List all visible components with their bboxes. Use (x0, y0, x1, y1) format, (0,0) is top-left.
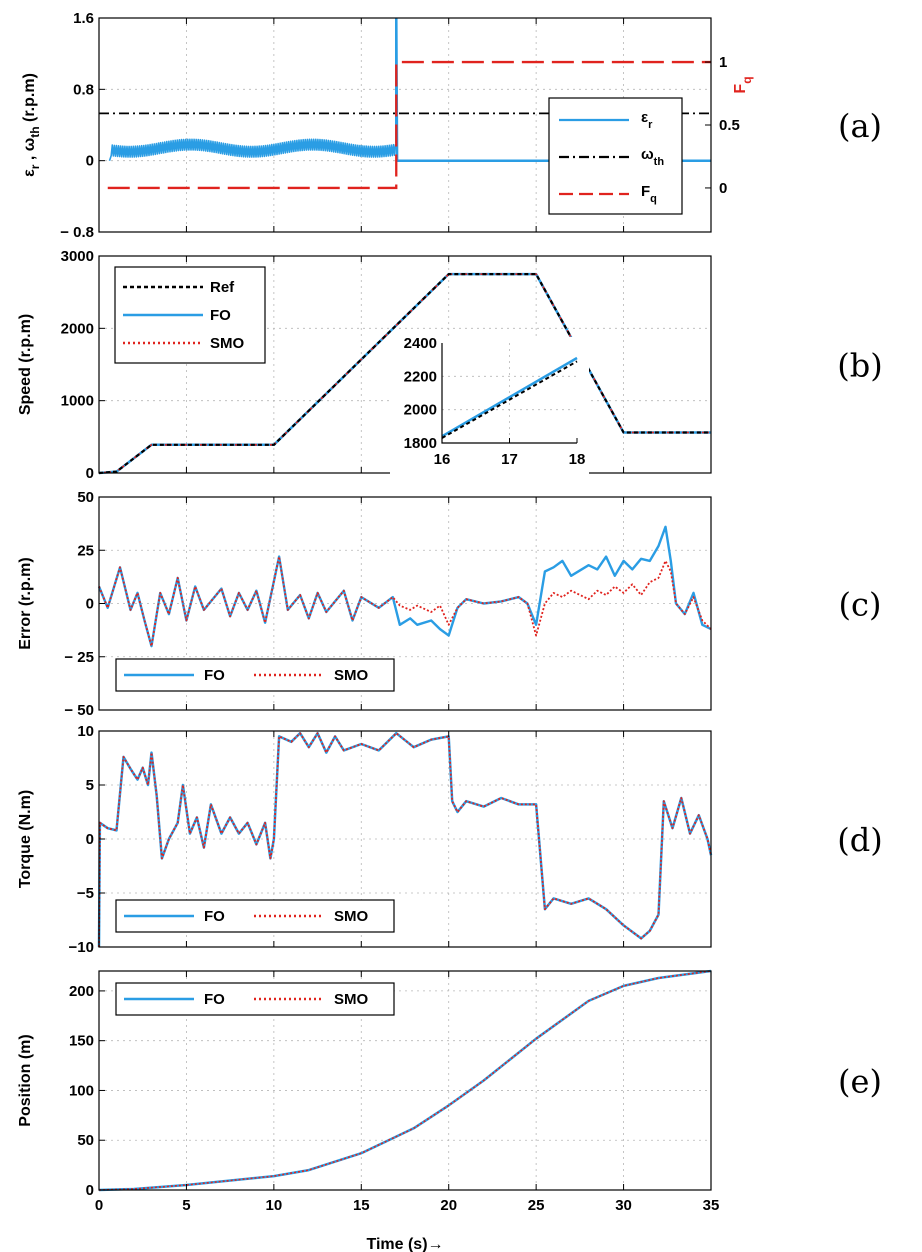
panel-c: 50 25 0 − 25 − 50 Error (r.p.m) FO SMO (c) (17, 489, 881, 719)
panel-c-y-tick-label: − 50 (64, 702, 94, 719)
panel-a-y-tick-label: − 0.8 (60, 224, 94, 241)
x-tick-label: 20 (440, 1197, 457, 1214)
panel-e-legend-label: SMO (334, 991, 369, 1008)
inset-y-tick-label: 2000 (404, 402, 437, 419)
right-y-axis-label-sub: q (740, 76, 754, 83)
series-fq (107, 60, 711, 190)
inset-y-tick-label: 2400 (404, 335, 437, 352)
legend-sub: th (654, 156, 665, 168)
inset-fo (441, 356, 578, 438)
panel-d: 10 5 0 −5 −10 Torque (N.m) FO SMO (d) (17, 723, 883, 956)
panel-c-y-tick-label: − 25 (64, 649, 94, 666)
right-y-tick-label: 0 (719, 180, 727, 197)
series-smo (98, 555, 712, 647)
panel-d-y-tick-label: 5 (86, 777, 94, 794)
series-ref (98, 273, 711, 475)
panel-e-panel-tag: (e) (838, 1063, 882, 1101)
panel-e-y-tick-label: 50 (77, 1132, 94, 1149)
inset-x-tick-label: 16 (434, 451, 451, 468)
panel-c-legend-label: FO (204, 667, 225, 684)
x-tick-label: 5 (182, 1197, 190, 1214)
panel-d-y-axis-label: Torque (N.m) (17, 790, 34, 888)
x-tick-label: 30 (615, 1197, 632, 1214)
legend-main: F (641, 183, 650, 200)
inset-x-tick-label: 18 (569, 451, 586, 468)
panel-c-panel-tag: (c) (839, 586, 882, 624)
panel-b: 3000 2000 1000 0 Speed (r.p.m) Ref FO SMO 2400 22… (17, 248, 883, 482)
ylabel-part: (r.p.m) (21, 73, 38, 126)
panel-a-y-tick-label: 0 (86, 153, 94, 170)
panel-d-y-tick-label: 10 (77, 723, 94, 740)
x-tick-label: 15 (353, 1197, 370, 1214)
x-tick-label: 25 (528, 1197, 545, 1214)
panel-d-y-tick-label: −10 (69, 939, 94, 956)
series-smo (98, 732, 712, 948)
panel-e-y-axis-label: Position (m) (17, 1034, 34, 1126)
inset-ref (441, 360, 578, 439)
panel-a-panel-tag: (a) (838, 107, 882, 145)
panel-b-y-tick-label: 2000 (61, 320, 94, 337)
panel-a-legend-label: εr (641, 109, 653, 131)
panel-a-y-tick-label: 1.6 (73, 10, 94, 27)
panel-e-y-tick-label: 200 (69, 983, 94, 1000)
panel-b-legend-label: Ref (210, 279, 235, 296)
panel-b-legend-label: FO (210, 307, 231, 324)
right-y-tick-label: 1 (719, 54, 727, 71)
inset-y-tick-label: 2200 (404, 368, 437, 385)
panel-c-y-axis-label: Error (r.p.m) (17, 557, 34, 649)
panel-e-legend-label: FO (204, 991, 225, 1008)
ylabel-part: , ω (21, 138, 38, 165)
panel-b-legend-label: SMO (210, 335, 245, 352)
panel-d-panel-tag: (d) (837, 821, 882, 859)
series-smo (98, 970, 712, 1191)
panel-e-y-tick-label: 0 (86, 1182, 94, 1199)
legend-main: ω (641, 146, 654, 163)
panel-d-y-tick-label: 0 (86, 831, 94, 848)
x-tick-label: 10 (266, 1197, 283, 1214)
panel-b-y-tick-label: 1000 (61, 393, 94, 410)
x-axis-label: Time (s)→ (366, 1236, 443, 1252)
panel-b-panel-tag: (b) (837, 347, 882, 385)
legend-sub: r (648, 119, 653, 131)
inset-x-tick-label: 17 (501, 451, 518, 468)
ylabel-sub: th (28, 126, 42, 137)
panel-c-legend-label: SMO (334, 667, 369, 684)
ylabel-part: ε (21, 169, 38, 177)
x-tick-label: 0 (95, 1197, 103, 1214)
series-fo (97, 525, 712, 648)
panel-a-y-axis-label: εr , ωth (r.p.m) (21, 73, 42, 177)
panel-c-y-tick-label: 50 (77, 489, 94, 506)
panel-a-y-tick-label: 0.8 (73, 81, 94, 98)
panel-e-frame (98, 970, 712, 1191)
panel-b-y-tick-label: 3000 (61, 248, 94, 265)
panel-d-legend-label: FO (204, 908, 225, 925)
panel-a-legend-label: ωth (641, 146, 664, 168)
right-y-axis-label: Fq (732, 76, 754, 93)
panel-d-legend-label: SMO (334, 908, 369, 925)
panel-d-y-tick-label: −5 (77, 885, 94, 902)
panel-b-y-axis-label: Speed (r.p.m) (17, 314, 34, 415)
panel-c-y-tick-label: 25 (77, 542, 94, 559)
epsilon-band (108, 138, 397, 161)
inset-background (390, 337, 589, 477)
panel-e: 0 5 10 15 20 25 30 35 200 150 100 50 0 Position (m) FO… (17, 969, 882, 1252)
panel-b-y-tick-label: 0 (86, 465, 94, 482)
x-tick-label: 35 (703, 1197, 720, 1214)
legend-sub: q (650, 193, 657, 205)
panel-a-legend-label: Fq (641, 183, 657, 205)
legend-main: ε (641, 109, 648, 126)
panel-c-y-tick-label: 0 (86, 596, 94, 613)
panel-e-y-tick-label: 150 (69, 1033, 94, 1050)
panel-e-y-tick-label: 100 (69, 1082, 94, 1099)
ylabel-sub: r (28, 164, 42, 169)
inset-y-tick-label: 1800 (404, 435, 437, 452)
right-y-tick-label: 0.5 (719, 117, 740, 134)
